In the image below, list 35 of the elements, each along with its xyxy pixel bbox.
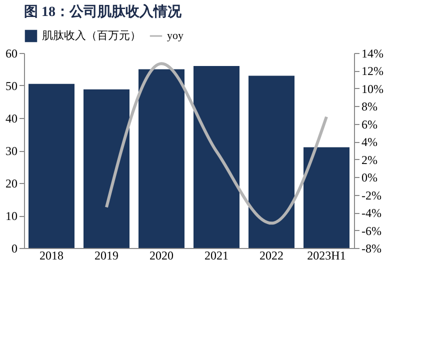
y2-tick-label: 2% (362, 152, 378, 167)
chart-title: 图 18：公司肌肽收入情况 (24, 4, 182, 20)
y2-tick-label: -8% (362, 242, 382, 256)
y-tick-label: 0 (12, 242, 18, 256)
bar (248, 76, 294, 248)
x-tick-label: 2021 (204, 248, 228, 262)
bar (28, 84, 74, 248)
y2-tick-label: 0% (362, 170, 378, 185)
line-series (105, 62, 328, 225)
y-tick-label: 50 (6, 79, 18, 93)
y-tick-label: 30 (6, 144, 18, 158)
x-tick-label: 2018 (40, 248, 64, 262)
y-tick-label: 10 (6, 209, 18, 223)
x-tick-label: 2022 (260, 248, 284, 262)
bar (138, 69, 184, 248)
y2-tick-label: -2% (362, 188, 382, 202)
y2-tick-label: 10% (362, 82, 384, 96)
y2-tick-label: 14% (362, 46, 384, 60)
y2-tick-label: -6% (362, 224, 382, 238)
legend-label: yoy (167, 30, 184, 42)
y-tick-label: 60 (6, 46, 18, 60)
bar (304, 147, 350, 248)
legend-label: 肌肽收入（百万元） (42, 29, 141, 42)
y-tick-label: 20 (6, 176, 18, 190)
y2-tick-label: 8% (362, 100, 378, 114)
x-tick-label: 2023H1 (307, 248, 346, 262)
x-tick-label: 2020 (150, 248, 174, 262)
y2-tick-label: -4% (362, 206, 382, 220)
y2-tick-label: 6% (362, 117, 378, 132)
bar (194, 66, 240, 248)
y-tick-label: 40 (6, 112, 18, 126)
x-tick-label: 2019 (94, 248, 118, 262)
y2-tick-label: 4% (362, 135, 378, 150)
y2-tick-label: 12% (362, 64, 384, 78)
bar (84, 89, 130, 248)
